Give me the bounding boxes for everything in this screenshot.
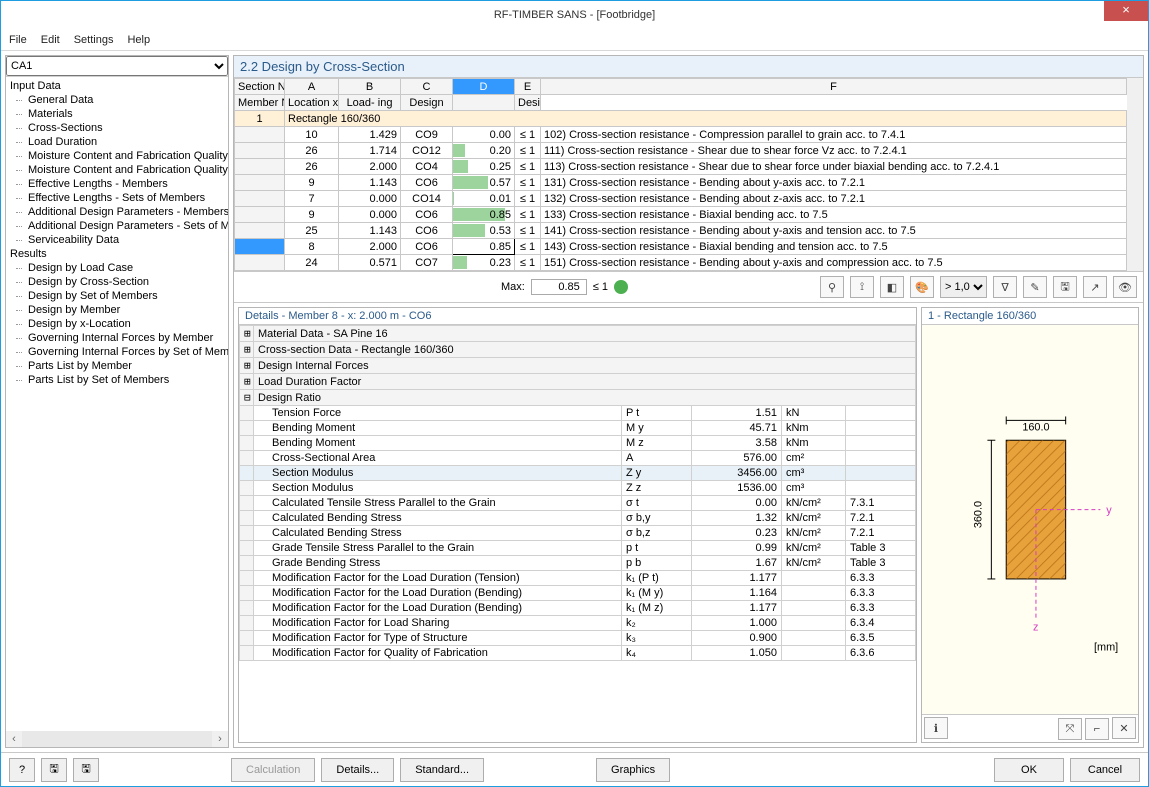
menubar: File Edit Settings Help	[1, 29, 1148, 51]
svg-text:[mm]: [mm]	[1094, 641, 1118, 653]
tree-item[interactable]: Parts List by Set of Members	[6, 373, 228, 387]
tree-item[interactable]: Design by Load Case	[6, 261, 228, 275]
tree-item[interactable]: Additional Design Parameters - Sets of M…	[6, 219, 228, 233]
right-panel: 2.2 Design by Cross-Section Section No.A…	[233, 55, 1144, 748]
menu-edit[interactable]: Edit	[41, 34, 60, 46]
max-rel: ≤ 1	[593, 281, 608, 293]
menu-help[interactable]: Help	[127, 34, 150, 46]
preview-canvas: 160.0 360.0 y z [mm]	[922, 325, 1138, 714]
tb-btn-1[interactable]: ⚲	[820, 276, 844, 298]
left-panel: CA1 Input DataGeneral DataMaterialsCross…	[5, 55, 229, 748]
tb-btn-5[interactable]: ∇	[993, 276, 1017, 298]
calculation-button[interactable]: Calculation	[231, 758, 315, 782]
tb-btn-9[interactable]: 👁	[1113, 276, 1137, 298]
svg-text:y: y	[1106, 505, 1112, 517]
tb-btn-4[interactable]: 🎨	[910, 276, 934, 298]
preview-btn-2[interactable]: ⌐	[1085, 718, 1109, 740]
footer-btn-2[interactable]: 🖫	[73, 758, 99, 782]
tb-btn-2[interactable]: ⟟	[850, 276, 874, 298]
titlebar: RF-TIMBER SANS - [Footbridge] ×	[1, 1, 1148, 29]
details-table[interactable]: ⊞Material Data - SA Pine 16⊞Cross-sectio…	[239, 325, 916, 661]
svg-text:360.0: 360.0	[972, 501, 984, 528]
tree-item[interactable]: Design by Member	[6, 303, 228, 317]
help-icon[interactable]: ?	[9, 758, 35, 782]
ok-button[interactable]: OK	[994, 758, 1064, 782]
tree-group[interactable]: Input Data	[6, 79, 228, 93]
case-combo[interactable]: CA1	[6, 56, 228, 76]
preview-btn-1[interactable]: ⤧	[1058, 718, 1082, 740]
max-value: 0.85	[531, 279, 587, 295]
tree-group[interactable]: Results	[6, 247, 228, 261]
status-ok-icon	[614, 280, 628, 294]
tree-item[interactable]: General Data	[6, 93, 228, 107]
footer-btn-1[interactable]: 🖫	[41, 758, 67, 782]
tree-item[interactable]: Governing Internal Forces by Member	[6, 331, 228, 345]
tree-item[interactable]: Materials	[6, 107, 228, 121]
tree-item[interactable]: Moisture Content and Fabrication Quality	[6, 149, 228, 163]
tree-item[interactable]: Effective Lengths - Sets of Members	[6, 191, 228, 205]
standard-button[interactable]: Standard...	[400, 758, 484, 782]
section-header: 2.2 Design by Cross-Section	[234, 56, 1143, 78]
footer: ? 🖫 🖫 Calculation Details... Standard...…	[1, 752, 1148, 786]
graphics-button[interactable]: Graphics	[596, 758, 670, 782]
preview-info-icon[interactable]: ℹ	[924, 717, 948, 739]
details-title: Details - Member 8 - x: 2.000 m - CO6	[239, 308, 916, 325]
tree-hscroll[interactable]: ‹›	[6, 731, 228, 747]
close-button[interactable]: ×	[1104, 1, 1148, 21]
details-button[interactable]: Details...	[321, 758, 394, 782]
cancel-button[interactable]: Cancel	[1070, 758, 1140, 782]
tb-btn-3[interactable]: ◧	[880, 276, 904, 298]
preview-pane: 1 - Rectangle 160/360 160.0 360.0 y z	[921, 307, 1139, 743]
tb-btn-8[interactable]: ↗	[1083, 276, 1107, 298]
tree-item[interactable]: Cross-Sections	[6, 121, 228, 135]
preview-title: 1 - Rectangle 160/360	[922, 308, 1138, 325]
tree-item[interactable]: Governing Internal Forces by Set of Mem	[6, 345, 228, 359]
tree-item[interactable]: Design by Cross-Section	[6, 275, 228, 289]
tree-item[interactable]: Load Duration	[6, 135, 228, 149]
svg-text:160.0: 160.0	[1022, 421, 1049, 433]
tree-item[interactable]: Additional Design Parameters - Members	[6, 205, 228, 219]
tree-item[interactable]: Design by Set of Members	[6, 289, 228, 303]
details-pane: Details - Member 8 - x: 2.000 m - CO6 ⊞M…	[238, 307, 917, 743]
tree-item[interactable]: Parts List by Member	[6, 359, 228, 373]
filter-combo[interactable]: > 1,0	[940, 276, 987, 298]
svg-text:z: z	[1033, 621, 1038, 633]
tree-item[interactable]: Design by x-Location	[6, 317, 228, 331]
tree-item[interactable]: Effective Lengths - Members	[6, 177, 228, 191]
menu-settings[interactable]: Settings	[74, 34, 114, 46]
tb-btn-7[interactable]: 🖫	[1053, 276, 1077, 298]
max-label: Max:	[501, 281, 525, 293]
app-window: RF-TIMBER SANS - [Footbridge] × File Edi…	[0, 0, 1149, 787]
menu-file[interactable]: File	[9, 34, 27, 46]
tree-item[interactable]: Serviceability Data	[6, 233, 228, 247]
window-title: RF-TIMBER SANS - [Footbridge]	[494, 9, 655, 21]
tree-item[interactable]: Moisture Content and Fabrication Quality	[6, 163, 228, 177]
results-grid[interactable]: Section No.ABCDEFMember No.Location x [m…	[234, 78, 1127, 271]
preview-btn-3[interactable]: ✕	[1112, 717, 1136, 739]
nav-tree[interactable]: Input DataGeneral DataMaterialsCross-Sec…	[6, 76, 228, 747]
tb-btn-6[interactable]: ✎	[1023, 276, 1047, 298]
summary-toolbar: Max: 0.85 ≤ 1 ⚲ ⟟ ◧ 🎨 > 1,0 ∇ ✎ 🖫 ↗ 👁	[234, 272, 1143, 303]
grid-vscroll[interactable]	[1127, 78, 1143, 271]
